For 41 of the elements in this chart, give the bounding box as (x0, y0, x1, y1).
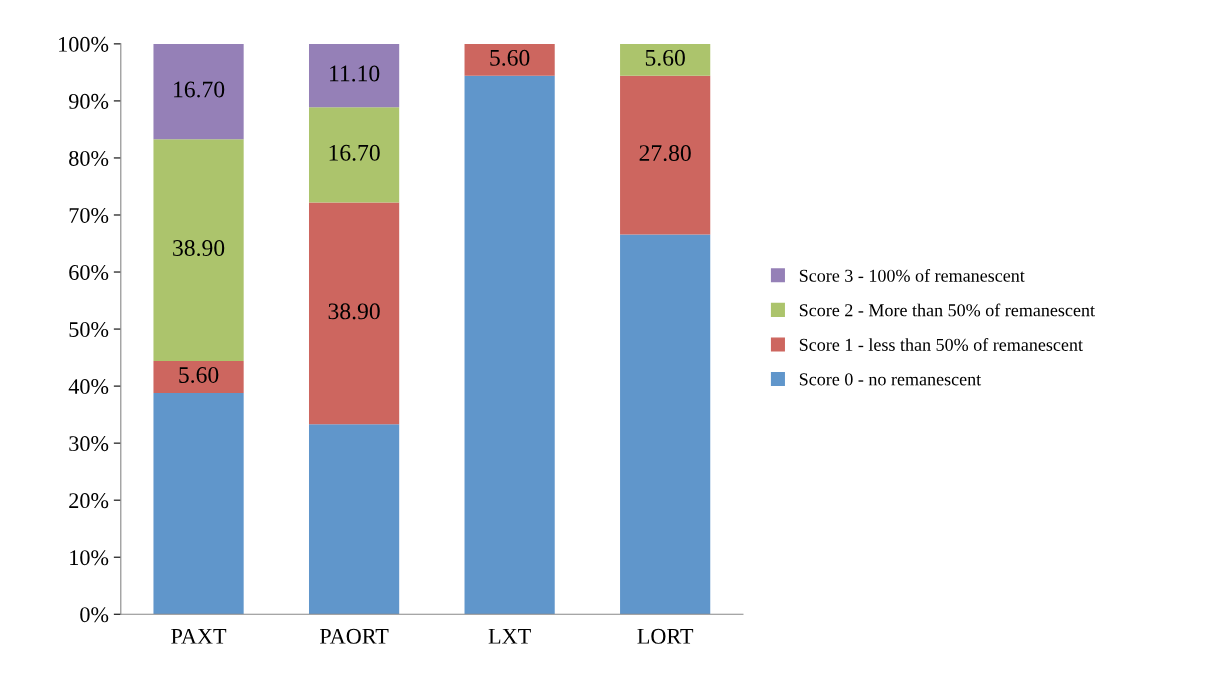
data-label: 27.80 (639, 145, 691, 162)
data-label: 5.60 (645, 49, 685, 66)
bar (308, 43, 400, 108)
y-tick-label: 60% (69, 264, 109, 281)
y-tick-label: 50% (69, 321, 109, 338)
y-tick-label: 70% (69, 207, 109, 223)
bar (308, 202, 400, 425)
legend-label: Score 0 - no remanescent (799, 373, 982, 386)
legend-label: Score 2 - More than 50% of remanescent (799, 303, 1095, 317)
legend-label: Score 1 - less than 50% of remanescent (799, 338, 1083, 351)
x-tick-label: LORT (637, 628, 694, 644)
data-label: 5.60 (179, 366, 219, 383)
data-label: 5.60 (490, 49, 530, 66)
y-tick-label: 40% (68, 379, 109, 395)
x-tick-label: PAORT (319, 628, 389, 644)
data-label: 16.70 (174, 81, 225, 98)
y-tick-label: 30% (69, 436, 109, 452)
y-tick-label: 100% (59, 36, 109, 52)
bar (620, 75, 711, 235)
bar (464, 43, 555, 76)
legend-label: Score 3 - 100% of remanescent (799, 268, 1025, 282)
bar (153, 139, 244, 361)
y-tick-label: 0% (80, 607, 109, 623)
data-label: 16.70 (329, 144, 380, 161)
bar (620, 234, 711, 615)
bar (153, 361, 244, 393)
y-tick-label: 80% (69, 150, 109, 166)
x-tick-label: LXT (488, 629, 531, 644)
bar (308, 424, 400, 615)
bar (620, 43, 711, 76)
data-label: 11.10 (330, 65, 380, 82)
x-tick-label: PAXT (171, 628, 227, 644)
data-label: 38.90 (328, 303, 380, 320)
bar (308, 107, 400, 203)
y-tick-label: 20% (69, 493, 109, 509)
bar (464, 75, 555, 615)
data-label: 38.90 (173, 240, 225, 257)
y-tick-label: 10% (70, 550, 109, 566)
bar (153, 43, 244, 140)
y-tick-label: 90% (68, 93, 109, 109)
bar (153, 392, 244, 615)
